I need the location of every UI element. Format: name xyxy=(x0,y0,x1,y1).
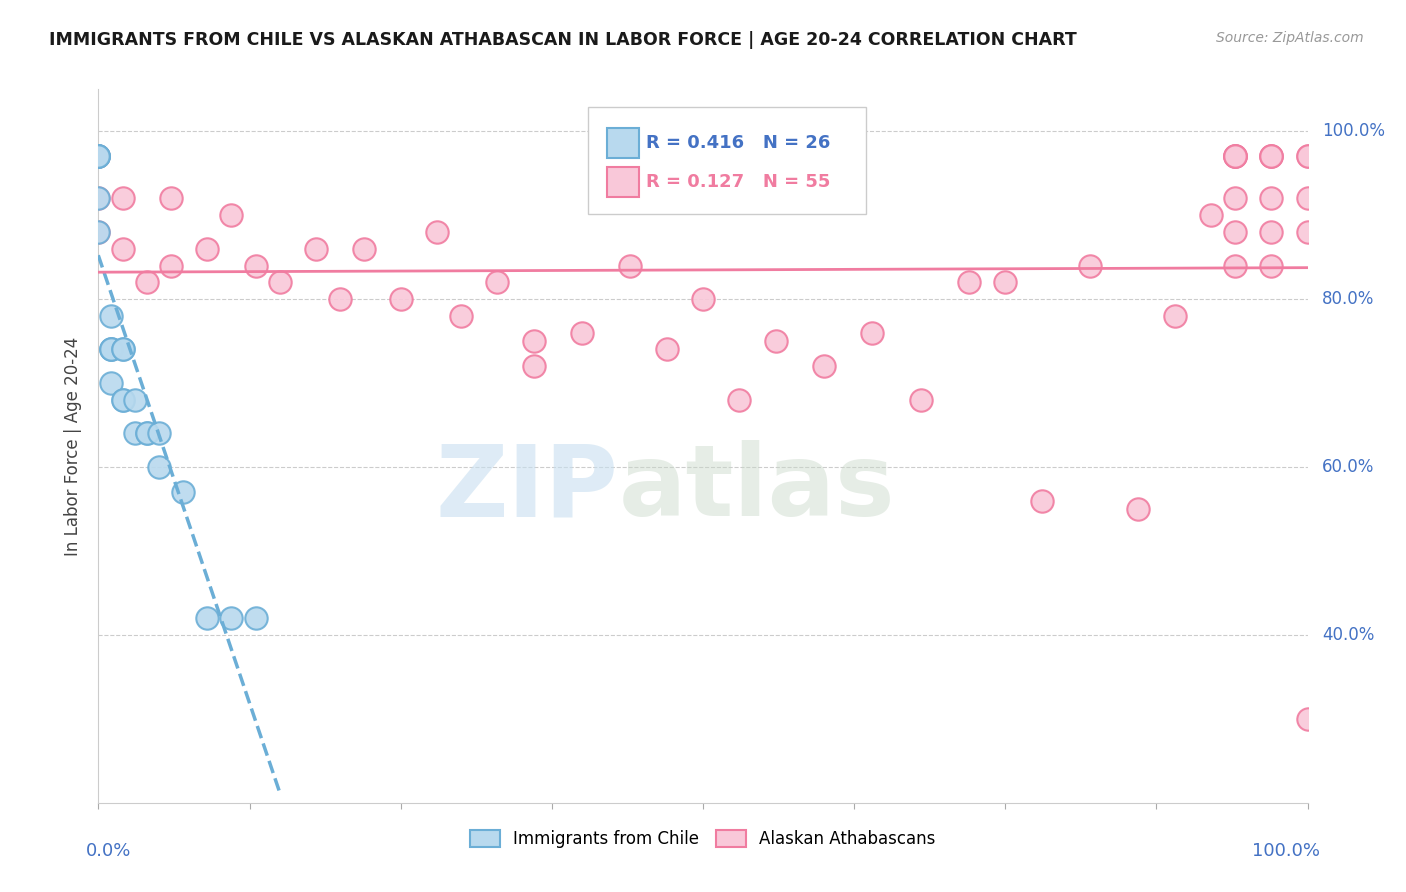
Point xyxy=(135,275,157,289)
FancyBboxPatch shape xyxy=(607,167,638,197)
Point xyxy=(1260,149,1282,163)
Point xyxy=(221,208,243,222)
Point xyxy=(1296,191,1319,205)
Point xyxy=(100,343,122,357)
Point xyxy=(87,149,110,163)
Text: ZIP: ZIP xyxy=(436,441,619,537)
Point xyxy=(1260,259,1282,273)
Point xyxy=(1128,502,1150,516)
FancyBboxPatch shape xyxy=(607,128,638,158)
Point xyxy=(1296,149,1319,163)
Point xyxy=(426,225,449,239)
Text: atlas: atlas xyxy=(619,441,896,537)
Point xyxy=(148,426,170,441)
Text: Source: ZipAtlas.com: Source: ZipAtlas.com xyxy=(1216,31,1364,45)
Text: 40.0%: 40.0% xyxy=(1322,626,1375,644)
Point xyxy=(269,275,291,289)
Point xyxy=(1223,149,1246,163)
Legend: Immigrants from Chile, Alaskan Athabascans: Immigrants from Chile, Alaskan Athabasca… xyxy=(464,823,942,855)
Text: 100.0%: 100.0% xyxy=(1251,842,1320,860)
Point xyxy=(100,376,122,390)
Text: R = 0.416   N = 26: R = 0.416 N = 26 xyxy=(647,134,831,152)
Point xyxy=(910,392,932,407)
Point xyxy=(523,359,546,374)
Point xyxy=(765,334,787,348)
Point xyxy=(994,275,1017,289)
Point xyxy=(87,149,110,163)
Point xyxy=(160,259,183,273)
Point xyxy=(728,392,751,407)
Point xyxy=(523,334,546,348)
Point xyxy=(100,309,122,323)
Point xyxy=(1223,149,1246,163)
Text: 100.0%: 100.0% xyxy=(1322,122,1385,140)
Text: 80.0%: 80.0% xyxy=(1322,290,1375,308)
FancyBboxPatch shape xyxy=(588,107,866,214)
Point xyxy=(1078,259,1101,273)
Text: R = 0.127   N = 55: R = 0.127 N = 55 xyxy=(647,173,831,191)
Point xyxy=(1296,225,1319,239)
Point xyxy=(1223,259,1246,273)
Point xyxy=(111,242,134,256)
Point xyxy=(450,309,472,323)
Point xyxy=(329,292,352,306)
Point xyxy=(87,225,110,239)
Point xyxy=(111,392,134,407)
Point xyxy=(87,191,110,205)
Point xyxy=(87,191,110,205)
Text: 0.0%: 0.0% xyxy=(86,842,132,860)
Point xyxy=(221,611,243,625)
Point xyxy=(245,611,267,625)
Point xyxy=(124,426,146,441)
Point xyxy=(135,426,157,441)
Point xyxy=(195,611,218,625)
Point xyxy=(87,149,110,163)
Point xyxy=(100,343,122,357)
Point xyxy=(1163,309,1185,323)
Point xyxy=(1223,149,1246,163)
Point xyxy=(124,392,146,407)
Point xyxy=(1296,712,1319,726)
Point xyxy=(195,242,218,256)
Point xyxy=(619,259,641,273)
Point xyxy=(655,343,678,357)
Point xyxy=(87,225,110,239)
Point xyxy=(1199,208,1222,222)
Point xyxy=(111,343,134,357)
Point xyxy=(860,326,883,340)
Y-axis label: In Labor Force | Age 20-24: In Labor Force | Age 20-24 xyxy=(65,336,83,556)
Point xyxy=(1031,493,1053,508)
Point xyxy=(389,292,412,306)
Point xyxy=(1223,149,1246,163)
Point xyxy=(87,149,110,163)
Point xyxy=(571,326,593,340)
Point xyxy=(111,392,134,407)
Point xyxy=(1260,149,1282,163)
Point xyxy=(172,485,194,500)
Point xyxy=(486,275,509,289)
Point xyxy=(692,292,714,306)
Point xyxy=(1223,225,1246,239)
Point xyxy=(245,259,267,273)
Point xyxy=(148,460,170,475)
Point xyxy=(1260,191,1282,205)
Point xyxy=(160,191,183,205)
Text: IMMIGRANTS FROM CHILE VS ALASKAN ATHABASCAN IN LABOR FORCE | AGE 20-24 CORRELATI: IMMIGRANTS FROM CHILE VS ALASKAN ATHABAS… xyxy=(49,31,1077,49)
Point xyxy=(111,343,134,357)
Text: 60.0%: 60.0% xyxy=(1322,458,1375,476)
Point xyxy=(305,242,328,256)
Point xyxy=(957,275,980,289)
Point xyxy=(1260,149,1282,163)
Point xyxy=(1223,191,1246,205)
Point xyxy=(135,426,157,441)
Point xyxy=(100,343,122,357)
Point xyxy=(1296,149,1319,163)
Point xyxy=(87,149,110,163)
Point xyxy=(1260,225,1282,239)
Point xyxy=(111,191,134,205)
Point xyxy=(813,359,835,374)
Point xyxy=(353,242,375,256)
Point xyxy=(87,149,110,163)
